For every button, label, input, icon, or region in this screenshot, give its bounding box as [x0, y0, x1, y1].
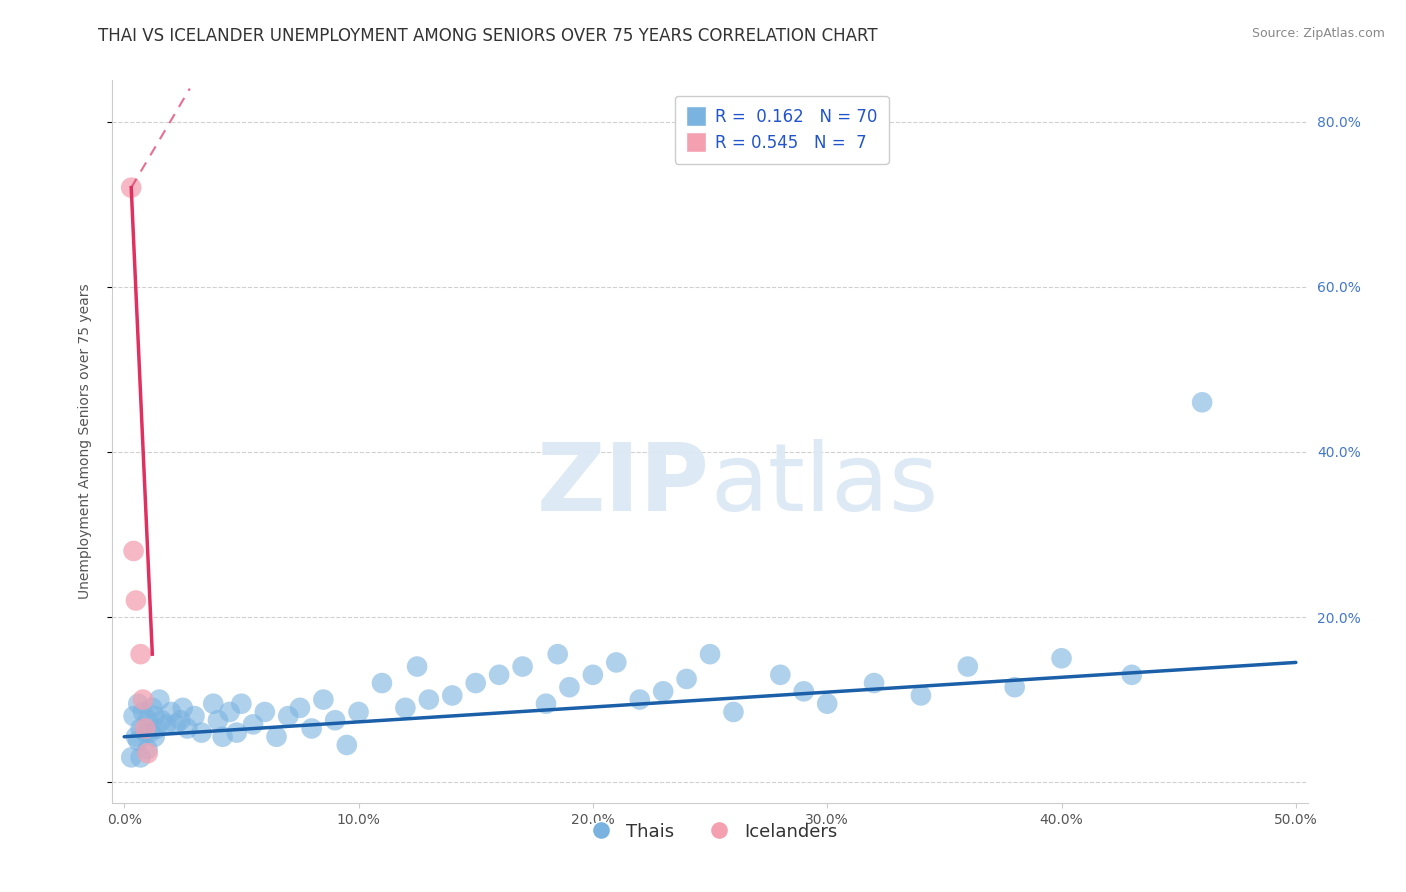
Point	[211, 730, 233, 744]
Point	[125, 730, 148, 744]
Point	[253, 705, 276, 719]
Point	[815, 697, 838, 711]
Point	[288, 701, 311, 715]
Point	[394, 701, 416, 715]
Point	[652, 684, 675, 698]
Point	[218, 705, 240, 719]
Point	[464, 676, 486, 690]
Point	[139, 725, 162, 739]
Point	[312, 692, 335, 706]
Legend: Thais, Icelanders: Thais, Icelanders	[575, 815, 845, 848]
Point	[132, 692, 155, 706]
Point	[769, 668, 792, 682]
Point	[129, 750, 152, 764]
Point	[231, 697, 253, 711]
Point	[146, 722, 169, 736]
Point	[127, 697, 149, 711]
Point	[1004, 680, 1026, 694]
Point	[148, 692, 170, 706]
Point	[675, 672, 697, 686]
Point	[136, 746, 159, 760]
Point	[242, 717, 264, 731]
Point	[956, 659, 979, 673]
Point	[1191, 395, 1213, 409]
Point	[202, 697, 225, 711]
Point	[582, 668, 605, 682]
Point	[176, 722, 198, 736]
Point	[418, 692, 440, 706]
Point	[120, 750, 142, 764]
Point	[207, 713, 229, 727]
Point	[605, 656, 627, 670]
Point	[793, 684, 815, 698]
Point	[134, 725, 156, 739]
Point	[547, 647, 569, 661]
Point	[558, 680, 581, 694]
Text: Source: ZipAtlas.com: Source: ZipAtlas.com	[1251, 27, 1385, 40]
Point	[225, 725, 247, 739]
Point	[347, 705, 370, 719]
Y-axis label: Unemployment Among Seniors over 75 years: Unemployment Among Seniors over 75 years	[77, 284, 91, 599]
Point	[120, 180, 142, 194]
Point	[129, 722, 152, 736]
Text: THAI VS ICELANDER UNEMPLOYMENT AMONG SENIORS OVER 75 YEARS CORRELATION CHART: THAI VS ICELANDER UNEMPLOYMENT AMONG SEN…	[98, 27, 877, 45]
Point	[628, 692, 651, 706]
Point	[136, 713, 159, 727]
Point	[1050, 651, 1073, 665]
Point	[165, 717, 187, 731]
Point	[512, 659, 534, 673]
Point	[136, 742, 159, 756]
Point	[127, 734, 149, 748]
Point	[134, 722, 156, 736]
Point	[723, 705, 745, 719]
Point	[122, 709, 145, 723]
Point	[143, 709, 166, 723]
Point	[122, 544, 145, 558]
Point	[406, 659, 429, 673]
Point	[132, 705, 155, 719]
Point	[125, 593, 148, 607]
Point	[371, 676, 394, 690]
Point	[169, 713, 191, 727]
Point	[190, 725, 212, 739]
Point	[488, 668, 510, 682]
Point	[183, 709, 205, 723]
Point	[266, 730, 288, 744]
Point	[141, 701, 163, 715]
Point	[301, 722, 323, 736]
Text: atlas: atlas	[710, 439, 938, 531]
Point	[863, 676, 886, 690]
Point	[155, 717, 177, 731]
Point	[910, 689, 932, 703]
Text: ZIP: ZIP	[537, 439, 710, 531]
Point	[441, 689, 464, 703]
Point	[336, 738, 359, 752]
Point	[534, 697, 557, 711]
Point	[129, 647, 152, 661]
Point	[143, 730, 166, 744]
Point	[277, 709, 299, 723]
Point	[160, 705, 183, 719]
Point	[323, 713, 346, 727]
Point	[172, 701, 194, 715]
Point	[699, 647, 721, 661]
Point	[1121, 668, 1143, 682]
Point	[150, 713, 173, 727]
